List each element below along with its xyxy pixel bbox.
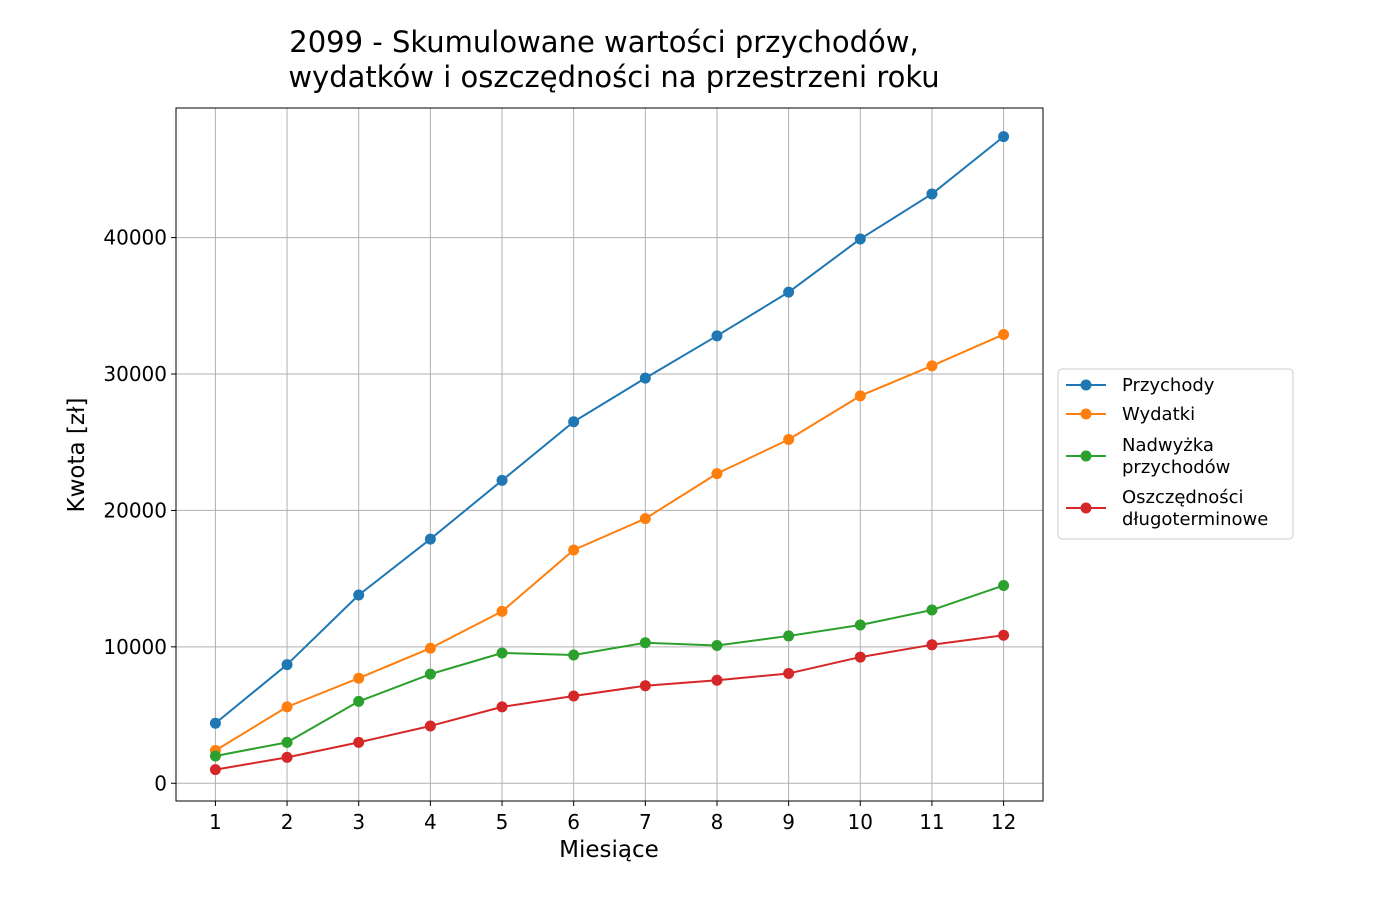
legend-label: Oszczędności <box>1122 487 1244 508</box>
x-tick-label: 9 <box>782 810 795 834</box>
data-point <box>783 667 795 679</box>
x-tick-label: 8 <box>711 810 724 834</box>
x-tick-label: 2 <box>281 810 294 834</box>
data-point <box>854 619 866 631</box>
data-point <box>568 416 580 428</box>
data-point <box>639 372 651 384</box>
x-tick-label: 11 <box>919 810 944 834</box>
data-point <box>281 701 293 713</box>
plot-area-frame <box>175 107 1044 802</box>
data-point <box>424 642 436 654</box>
x-tick-label: 12 <box>991 810 1016 834</box>
data-point <box>281 736 293 748</box>
x-axis-label: Miesiące <box>559 837 659 863</box>
data-point <box>496 701 508 713</box>
chart-title-line-2: wydatków i oszczędności na przestrzeni r… <box>288 60 939 94</box>
y-tick-label: 20000 <box>103 498 167 522</box>
chart-title: 2099 - Skumulowane wartości przychodów, … <box>288 25 939 94</box>
data-point <box>281 751 293 763</box>
legend-swatch-marker <box>1080 379 1092 391</box>
data-point <box>783 630 795 642</box>
y-axis-ticks: 0 10000 20000 30000 40000 <box>103 226 176 795</box>
x-tick-label: 7 <box>639 810 652 834</box>
data-point <box>998 629 1010 641</box>
data-point <box>711 674 723 686</box>
data-point <box>496 605 508 617</box>
legend-swatch-marker <box>1080 502 1092 514</box>
legend-label: Nadwyżka <box>1122 435 1214 456</box>
legend-swatch-marker <box>1080 450 1092 462</box>
data-point <box>424 533 436 545</box>
legend-label: Przychody <box>1122 375 1215 396</box>
data-point <box>424 668 436 680</box>
x-tick-label: 1 <box>209 810 222 834</box>
data-point <box>353 695 365 707</box>
data-point <box>281 659 293 671</box>
data-point <box>639 680 651 692</box>
data-point <box>998 579 1010 591</box>
x-tick-label: 10 <box>848 810 873 834</box>
legend-entry-2: Wydatki <box>1066 404 1195 425</box>
y-tick-label: 0 <box>154 771 167 795</box>
y-tick-label: 10000 <box>103 635 167 659</box>
legend-label: przychodów <box>1122 457 1230 478</box>
legend-label: Wydatki <box>1122 404 1195 425</box>
data-point <box>639 637 651 649</box>
x-axis-ticks: 1 2 3 4 5 6 7 8 9 10 11 12 <box>209 801 1016 834</box>
chart-title-line-1: 2099 - Skumulowane wartości przychodów, <box>289 25 918 59</box>
y-axis-label: Kwota [zł] <box>64 398 90 513</box>
data-point <box>353 736 365 748</box>
data-point <box>854 651 866 663</box>
data-point <box>854 390 866 402</box>
legend-swatch-marker <box>1080 408 1092 420</box>
data-point <box>926 360 938 372</box>
data-point <box>854 233 866 245</box>
data-point <box>926 188 938 200</box>
series-1 <box>209 131 1010 729</box>
y-tick-label: 40000 <box>103 226 167 250</box>
data-point <box>998 328 1010 340</box>
data-point <box>209 717 221 729</box>
data-point <box>926 639 938 651</box>
legend-label: długoterminowe <box>1122 509 1268 530</box>
x-tick-label: 6 <box>567 810 580 834</box>
data-point <box>998 131 1010 143</box>
data-point <box>209 750 221 762</box>
series-group <box>209 131 1010 776</box>
data-point <box>711 639 723 651</box>
data-point <box>353 672 365 684</box>
series-line <box>214 135 1005 725</box>
legend-entry-1: Przychody <box>1066 375 1215 396</box>
series-line <box>215 634 1004 771</box>
series-3 <box>209 579 1010 762</box>
y-tick-label: 30000 <box>103 362 167 386</box>
data-point <box>568 690 580 702</box>
data-point <box>424 720 436 732</box>
data-point <box>496 647 508 659</box>
data-point <box>711 468 723 480</box>
series-4 <box>209 629 1010 776</box>
data-point <box>926 604 938 616</box>
data-point <box>496 474 508 486</box>
grid <box>176 108 1043 801</box>
data-point <box>353 589 365 601</box>
data-point <box>568 544 580 556</box>
series-2 <box>209 328 1010 757</box>
x-tick-label: 4 <box>424 810 437 834</box>
data-point <box>639 513 651 525</box>
data-point <box>783 433 795 445</box>
data-point <box>711 330 723 342</box>
series-line <box>215 584 1004 757</box>
series-line <box>214 333 1004 752</box>
data-point <box>209 764 221 776</box>
x-tick-label: 3 <box>352 810 365 834</box>
data-point <box>783 286 795 298</box>
data-point <box>568 649 580 661</box>
x-tick-label: 5 <box>496 810 509 834</box>
legend-frame <box>1057 368 1294 540</box>
